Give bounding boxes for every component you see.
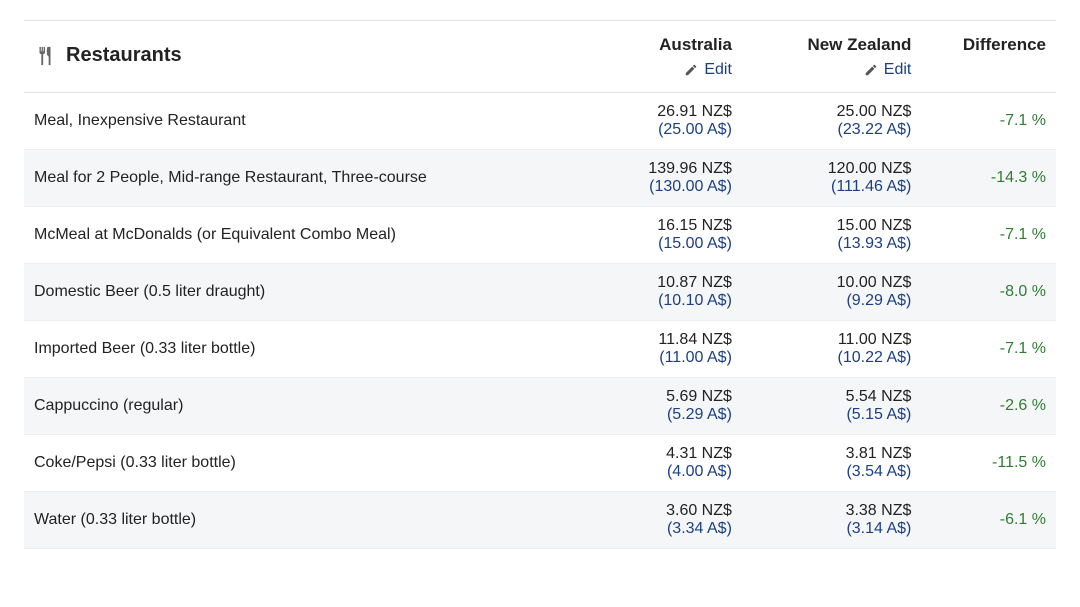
item-name: Domestic Beer (0.5 liter draught) (24, 264, 562, 321)
difference: -7.1 % (921, 207, 1056, 264)
column-label: Difference (963, 35, 1046, 54)
price-primary: 15.00 NZ$ (752, 217, 911, 235)
price-secondary: (3.34 A$) (572, 520, 731, 538)
table-row: Meal for 2 People, Mid-range Restaurant,… (24, 150, 1056, 207)
price-primary: 10.00 NZ$ (752, 274, 911, 292)
price-secondary: (15.00 A$) (572, 235, 731, 253)
difference: -6.1 % (921, 492, 1056, 549)
price-primary: 25.00 NZ$ (752, 103, 911, 121)
item-name: McMeal at McDonalds (or Equivalent Combo… (24, 207, 562, 264)
price-primary: 26.91 NZ$ (572, 103, 731, 121)
column-header-new-zealand: New Zealand Edit (742, 21, 921, 93)
edit-label: Edit (884, 61, 912, 79)
price-secondary: (5.29 A$) (572, 406, 731, 424)
price-primary: 11.00 NZ$ (752, 331, 911, 349)
price-secondary: (9.29 A$) (752, 292, 911, 310)
table-row: Cappuccino (regular)5.69 NZ$(5.29 A$)5.5… (24, 378, 1056, 435)
edit-label: Edit (704, 61, 732, 79)
price-australia: 26.91 NZ$(25.00 A$) (562, 93, 741, 150)
price-secondary: (4.00 A$) (572, 463, 731, 481)
column-header-australia: Australia Edit (562, 21, 741, 93)
price-australia: 139.96 NZ$(130.00 A$) (562, 150, 741, 207)
edit-australia-link[interactable]: Edit (684, 61, 732, 79)
difference: -2.6 % (921, 378, 1056, 435)
price-primary: 5.54 NZ$ (752, 388, 911, 406)
price-new-zealand: 25.00 NZ$(23.22 A$) (742, 93, 921, 150)
table-row: Meal, Inexpensive Restaurant26.91 NZ$(25… (24, 93, 1056, 150)
price-new-zealand: 15.00 NZ$(13.93 A$) (742, 207, 921, 264)
price-primary: 3.81 NZ$ (752, 445, 911, 463)
utensils-icon (34, 45, 56, 67)
table-row: McMeal at McDonalds (or Equivalent Combo… (24, 207, 1056, 264)
price-secondary: (5.15 A$) (752, 406, 911, 424)
price-australia: 16.15 NZ$(15.00 A$) (562, 207, 741, 264)
price-primary: 4.31 NZ$ (572, 445, 731, 463)
price-secondary: (10.22 A$) (752, 349, 911, 367)
column-label: New Zealand (807, 35, 911, 54)
difference: -8.0 % (921, 264, 1056, 321)
price-primary: 139.96 NZ$ (572, 160, 731, 178)
difference: -14.3 % (921, 150, 1056, 207)
price-secondary: (3.14 A$) (752, 520, 911, 538)
edit-new-zealand-link[interactable]: Edit (864, 61, 912, 79)
price-australia: 11.84 NZ$(11.00 A$) (562, 321, 741, 378)
column-label: Australia (659, 35, 732, 54)
difference: -11.5 % (921, 435, 1056, 492)
price-australia: 4.31 NZ$(4.00 A$) (562, 435, 741, 492)
restaurants-price-table: Restaurants Australia Edit (24, 20, 1056, 549)
price-primary: 3.60 NZ$ (572, 502, 731, 520)
table-row: Domestic Beer (0.5 liter draught)10.87 N… (24, 264, 1056, 321)
price-new-zealand: 120.00 NZ$(111.46 A$) (742, 150, 921, 207)
item-name: Imported Beer (0.33 liter bottle) (24, 321, 562, 378)
price-primary: 120.00 NZ$ (752, 160, 911, 178)
price-secondary: (11.00 A$) (572, 349, 731, 367)
price-primary: 3.38 NZ$ (752, 502, 911, 520)
table-row: Water (0.33 liter bottle)3.60 NZ$(3.34 A… (24, 492, 1056, 549)
price-australia: 10.87 NZ$(10.10 A$) (562, 264, 741, 321)
price-primary: 10.87 NZ$ (572, 274, 731, 292)
category-header: Restaurants (24, 21, 562, 93)
pencil-icon (684, 63, 698, 77)
price-primary: 11.84 NZ$ (572, 331, 731, 349)
price-secondary: (23.22 A$) (752, 121, 911, 139)
category-title: Restaurants (66, 44, 182, 67)
difference: -7.1 % (921, 93, 1056, 150)
price-new-zealand: 5.54 NZ$(5.15 A$) (742, 378, 921, 435)
price-new-zealand: 3.81 NZ$(3.54 A$) (742, 435, 921, 492)
price-secondary: (25.00 A$) (572, 121, 731, 139)
price-primary: 16.15 NZ$ (572, 217, 731, 235)
pencil-icon (864, 63, 878, 77)
difference: -7.1 % (921, 321, 1056, 378)
item-name: Meal for 2 People, Mid-range Restaurant,… (24, 150, 562, 207)
price-new-zealand: 3.38 NZ$(3.14 A$) (742, 492, 921, 549)
item-name: Meal, Inexpensive Restaurant (24, 93, 562, 150)
price-primary: 5.69 NZ$ (572, 388, 731, 406)
price-new-zealand: 11.00 NZ$(10.22 A$) (742, 321, 921, 378)
item-name: Cappuccino (regular) (24, 378, 562, 435)
price-table-body: Meal, Inexpensive Restaurant26.91 NZ$(25… (24, 93, 1056, 549)
price-secondary: (13.93 A$) (752, 235, 911, 253)
price-new-zealand: 10.00 NZ$(9.29 A$) (742, 264, 921, 321)
item-name: Coke/Pepsi (0.33 liter bottle) (24, 435, 562, 492)
table-row: Coke/Pepsi (0.33 liter bottle)4.31 NZ$(4… (24, 435, 1056, 492)
table-row: Imported Beer (0.33 liter bottle)11.84 N… (24, 321, 1056, 378)
price-australia: 5.69 NZ$(5.29 A$) (562, 378, 741, 435)
price-secondary: (130.00 A$) (572, 178, 731, 196)
item-name: Water (0.33 liter bottle) (24, 492, 562, 549)
price-secondary: (10.10 A$) (572, 292, 731, 310)
price-australia: 3.60 NZ$(3.34 A$) (562, 492, 741, 549)
price-secondary: (111.46 A$) (752, 178, 911, 196)
column-header-difference: Difference (921, 21, 1056, 93)
price-secondary: (3.54 A$) (752, 463, 911, 481)
